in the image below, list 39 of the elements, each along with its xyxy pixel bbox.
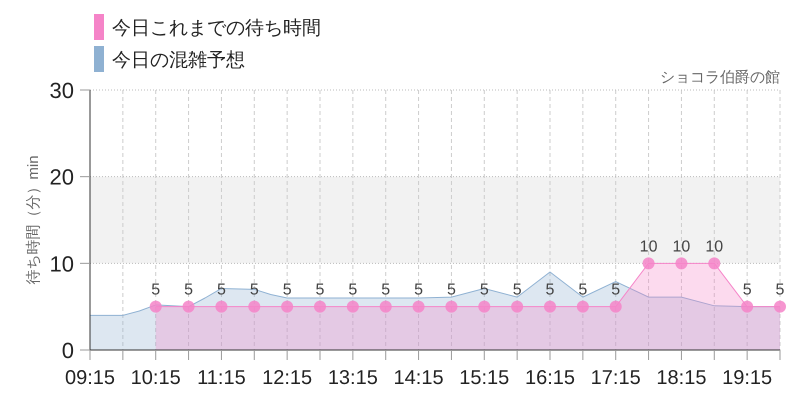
x-tick-label: 14:15	[394, 367, 444, 389]
y-tick-label: 30	[50, 78, 74, 103]
y-tick-label: 20	[50, 164, 74, 190]
chart-title: ショコラ伯爵の館	[660, 69, 780, 86]
data-label: 5	[742, 282, 752, 299]
x-tick-label: 11:15	[197, 367, 246, 389]
data-label: 10	[672, 238, 690, 256]
data-label: 10	[640, 238, 658, 256]
y-tick-label: 0	[62, 338, 74, 363]
data-label: 5	[348, 282, 358, 299]
x-tick-label: 18:15	[656, 367, 706, 389]
legend-label: 今日の混雑予想	[112, 50, 245, 71]
data-label: 5	[446, 282, 456, 299]
x-tick-label: 15:15	[459, 367, 510, 389]
legend-label: 今日これまでの待ち時間	[112, 18, 321, 39]
x-tick-label: 13:15	[328, 367, 378, 389]
y-axis-title: 待ち時間（分）min	[25, 155, 42, 285]
x-tick-label: 16:15	[524, 367, 576, 389]
data-label: 5	[512, 282, 522, 299]
data-label: 5	[776, 282, 785, 299]
data-label: 5	[578, 282, 588, 299]
data-label: 5	[250, 282, 259, 299]
x-tick-label: 12:15	[262, 367, 312, 389]
data-label: 5	[381, 282, 390, 299]
data-label: 5	[216, 282, 226, 299]
x-tick-label: 10:15	[130, 367, 181, 389]
x-tick-label: 19:15	[722, 367, 772, 389]
data-label: 5	[414, 282, 424, 299]
x-tick-label: 09:15	[64, 367, 116, 389]
data-label: 5	[546, 282, 555, 299]
data-label: 5	[184, 282, 194, 299]
y-tick-label: 10	[50, 251, 74, 276]
data-label: 5	[611, 282, 620, 299]
data-label: 5	[282, 282, 292, 299]
data-label: 5	[151, 282, 160, 299]
data-label: 5	[480, 282, 489, 299]
data-label: 10	[705, 238, 724, 256]
x-tick-label: 17:15	[590, 367, 641, 389]
data-label: 5	[316, 282, 325, 299]
